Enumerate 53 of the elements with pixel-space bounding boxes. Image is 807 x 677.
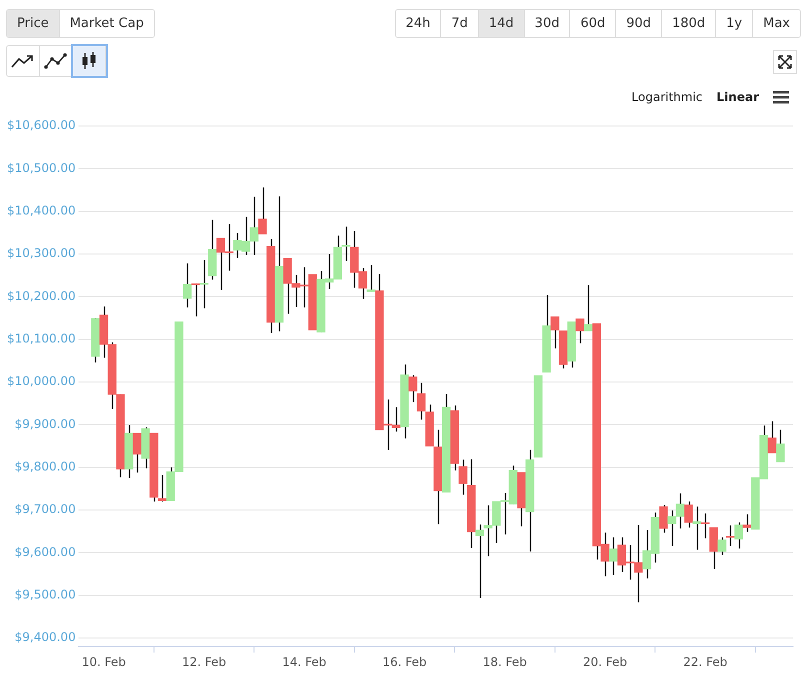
candlestick — [182, 262, 192, 308]
candlestick — [742, 514, 752, 532]
candlestick — [408, 374, 418, 403]
x-tick-label: 10. Feb — [82, 654, 126, 669]
text: Logarithmic — [632, 90, 703, 104]
candlestick — [718, 536, 726, 556]
y-tick-label: $9,400.00 — [14, 630, 76, 644]
candlestick — [734, 522, 744, 550]
x-tick-label: 14. Feb — [282, 654, 326, 669]
candlestick — [659, 504, 668, 534]
y-tick-label: $10,000.00 — [6, 374, 76, 388]
text: 14d — [478, 10, 525, 37]
candlestick — [684, 500, 693, 528]
y-tick-label: $10,600.00 — [6, 118, 76, 132]
candlestick — [776, 429, 785, 462]
candlestick — [768, 420, 776, 454]
candlestick — [258, 186, 267, 235]
text: 60d — [570, 10, 616, 37]
y-tick-label: $10,300.00 — [6, 246, 76, 260]
x-tick-label: 22. Feb — [683, 654, 728, 669]
candlestick — [200, 259, 208, 309]
candlestick — [576, 318, 584, 344]
y-tick-label: $10,500.00 — [6, 160, 76, 175]
text: Market Cap — [60, 10, 154, 37]
text: 180d — [662, 10, 716, 37]
candlestick — [584, 284, 593, 332]
text: 24h — [396, 10, 442, 37]
text: 7d — [441, 10, 479, 37]
y-tick-label: $9,600.00 — [14, 544, 76, 559]
candlestick — [366, 264, 376, 292]
y-tick-label: $9,800.00 — [14, 460, 76, 474]
x-tick-label: 12. Feb — [182, 654, 226, 669]
candlestick — [158, 474, 167, 502]
candlestick — [132, 432, 142, 474]
text: 1y — [716, 10, 754, 37]
y-tick-label: $10,100.00 — [6, 331, 76, 346]
x-tick-label: 20. Feb — [582, 654, 628, 669]
text: Max — [753, 10, 800, 37]
text: Linear — [716, 90, 759, 104]
y-tick-label: $9,500.00 — [14, 588, 76, 602]
text: 90d — [616, 10, 662, 37]
x-tick-label: 18. Feb — [482, 654, 527, 669]
candlestick — [550, 316, 560, 349]
candlestick — [416, 382, 426, 420]
y-tick-label: $9,700.00 — [14, 502, 76, 516]
text: 30d — [524, 10, 570, 37]
y-tick-label: $10,400.00 — [6, 203, 76, 218]
y-tick-label: $10,200.00 — [6, 288, 76, 303]
x-tick-label: 16. Feb — [382, 654, 427, 669]
candlestick — [609, 536, 618, 576]
text: Price — [7, 10, 60, 37]
candlestick — [692, 506, 702, 550]
y-tick-label: $9,900.00 — [14, 416, 76, 431]
